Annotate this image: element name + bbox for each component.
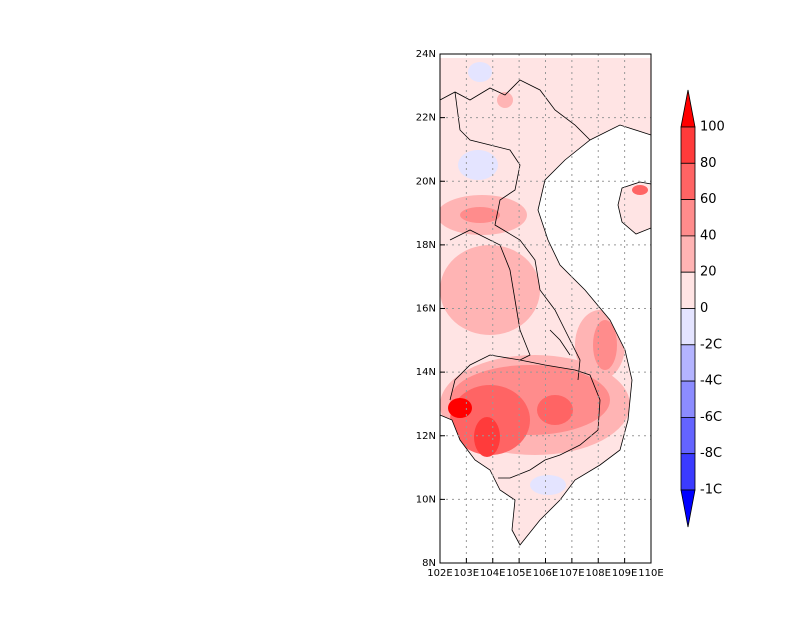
colorbar-label: 0 <box>700 301 708 316</box>
colorbar-label: 80 <box>700 156 717 171</box>
lat-tick-label: 10N <box>416 494 436 505</box>
lat-tick-label: 16N <box>416 304 436 315</box>
lat-tick-label: 12N <box>416 431 436 442</box>
colorbar-label: -8C <box>700 446 722 461</box>
colorbar-box <box>680 380 696 418</box>
colorbar-box <box>680 344 696 382</box>
colorbar-box <box>680 271 696 309</box>
lon-tick-label: 102E <box>427 568 452 579</box>
colorbar-box <box>680 235 696 273</box>
colorbar-box <box>680 453 696 491</box>
colorbar: 100 80 60 40 20 0 -2C -4C -6C -8C -1C <box>680 89 725 528</box>
colorbar-label: -4C <box>700 374 722 389</box>
colorbar-label: 60 <box>700 192 717 207</box>
lat-tick-label: 14N <box>416 367 436 378</box>
lon-tick-label: 104E <box>480 568 505 579</box>
lon-tick-label: 107E <box>559 568 584 579</box>
colorbar-label: -1C <box>700 483 722 498</box>
lon-tick-label: 109E <box>612 568 637 579</box>
colorbar-arrow <box>680 489 696 528</box>
lat-tick-label: 8N <box>422 558 436 569</box>
borders <box>439 79 652 546</box>
lat-tick-label: 22N <box>416 113 436 124</box>
lon-tick-label: 108E <box>586 568 611 579</box>
lon-tick-label: 105E <box>506 568 531 579</box>
colorbar-box <box>680 308 696 346</box>
colorbar-arrow <box>680 89 696 128</box>
lat-tick-label: 20N <box>416 176 436 187</box>
colorbar-label: -2C <box>700 337 722 352</box>
lat-tick-label: 24N <box>416 49 436 60</box>
colorbar-label: 40 <box>700 228 717 243</box>
colorbar-box <box>680 416 696 455</box>
colorbar-box <box>680 162 696 201</box>
lon-tick-label: 106E <box>533 568 558 579</box>
colorbar-box <box>680 126 696 164</box>
colorbar-box <box>680 199 696 237</box>
grid <box>440 54 651 563</box>
lon-tick-label: 103E <box>454 568 479 579</box>
colorbar-label: 100 <box>700 120 725 135</box>
lon-tick-label: 110E <box>638 568 663 579</box>
lat-tick-label: 18N <box>416 240 436 251</box>
colorbar-label: 20 <box>700 265 717 280</box>
colorbar-label: -6C <box>700 410 722 425</box>
